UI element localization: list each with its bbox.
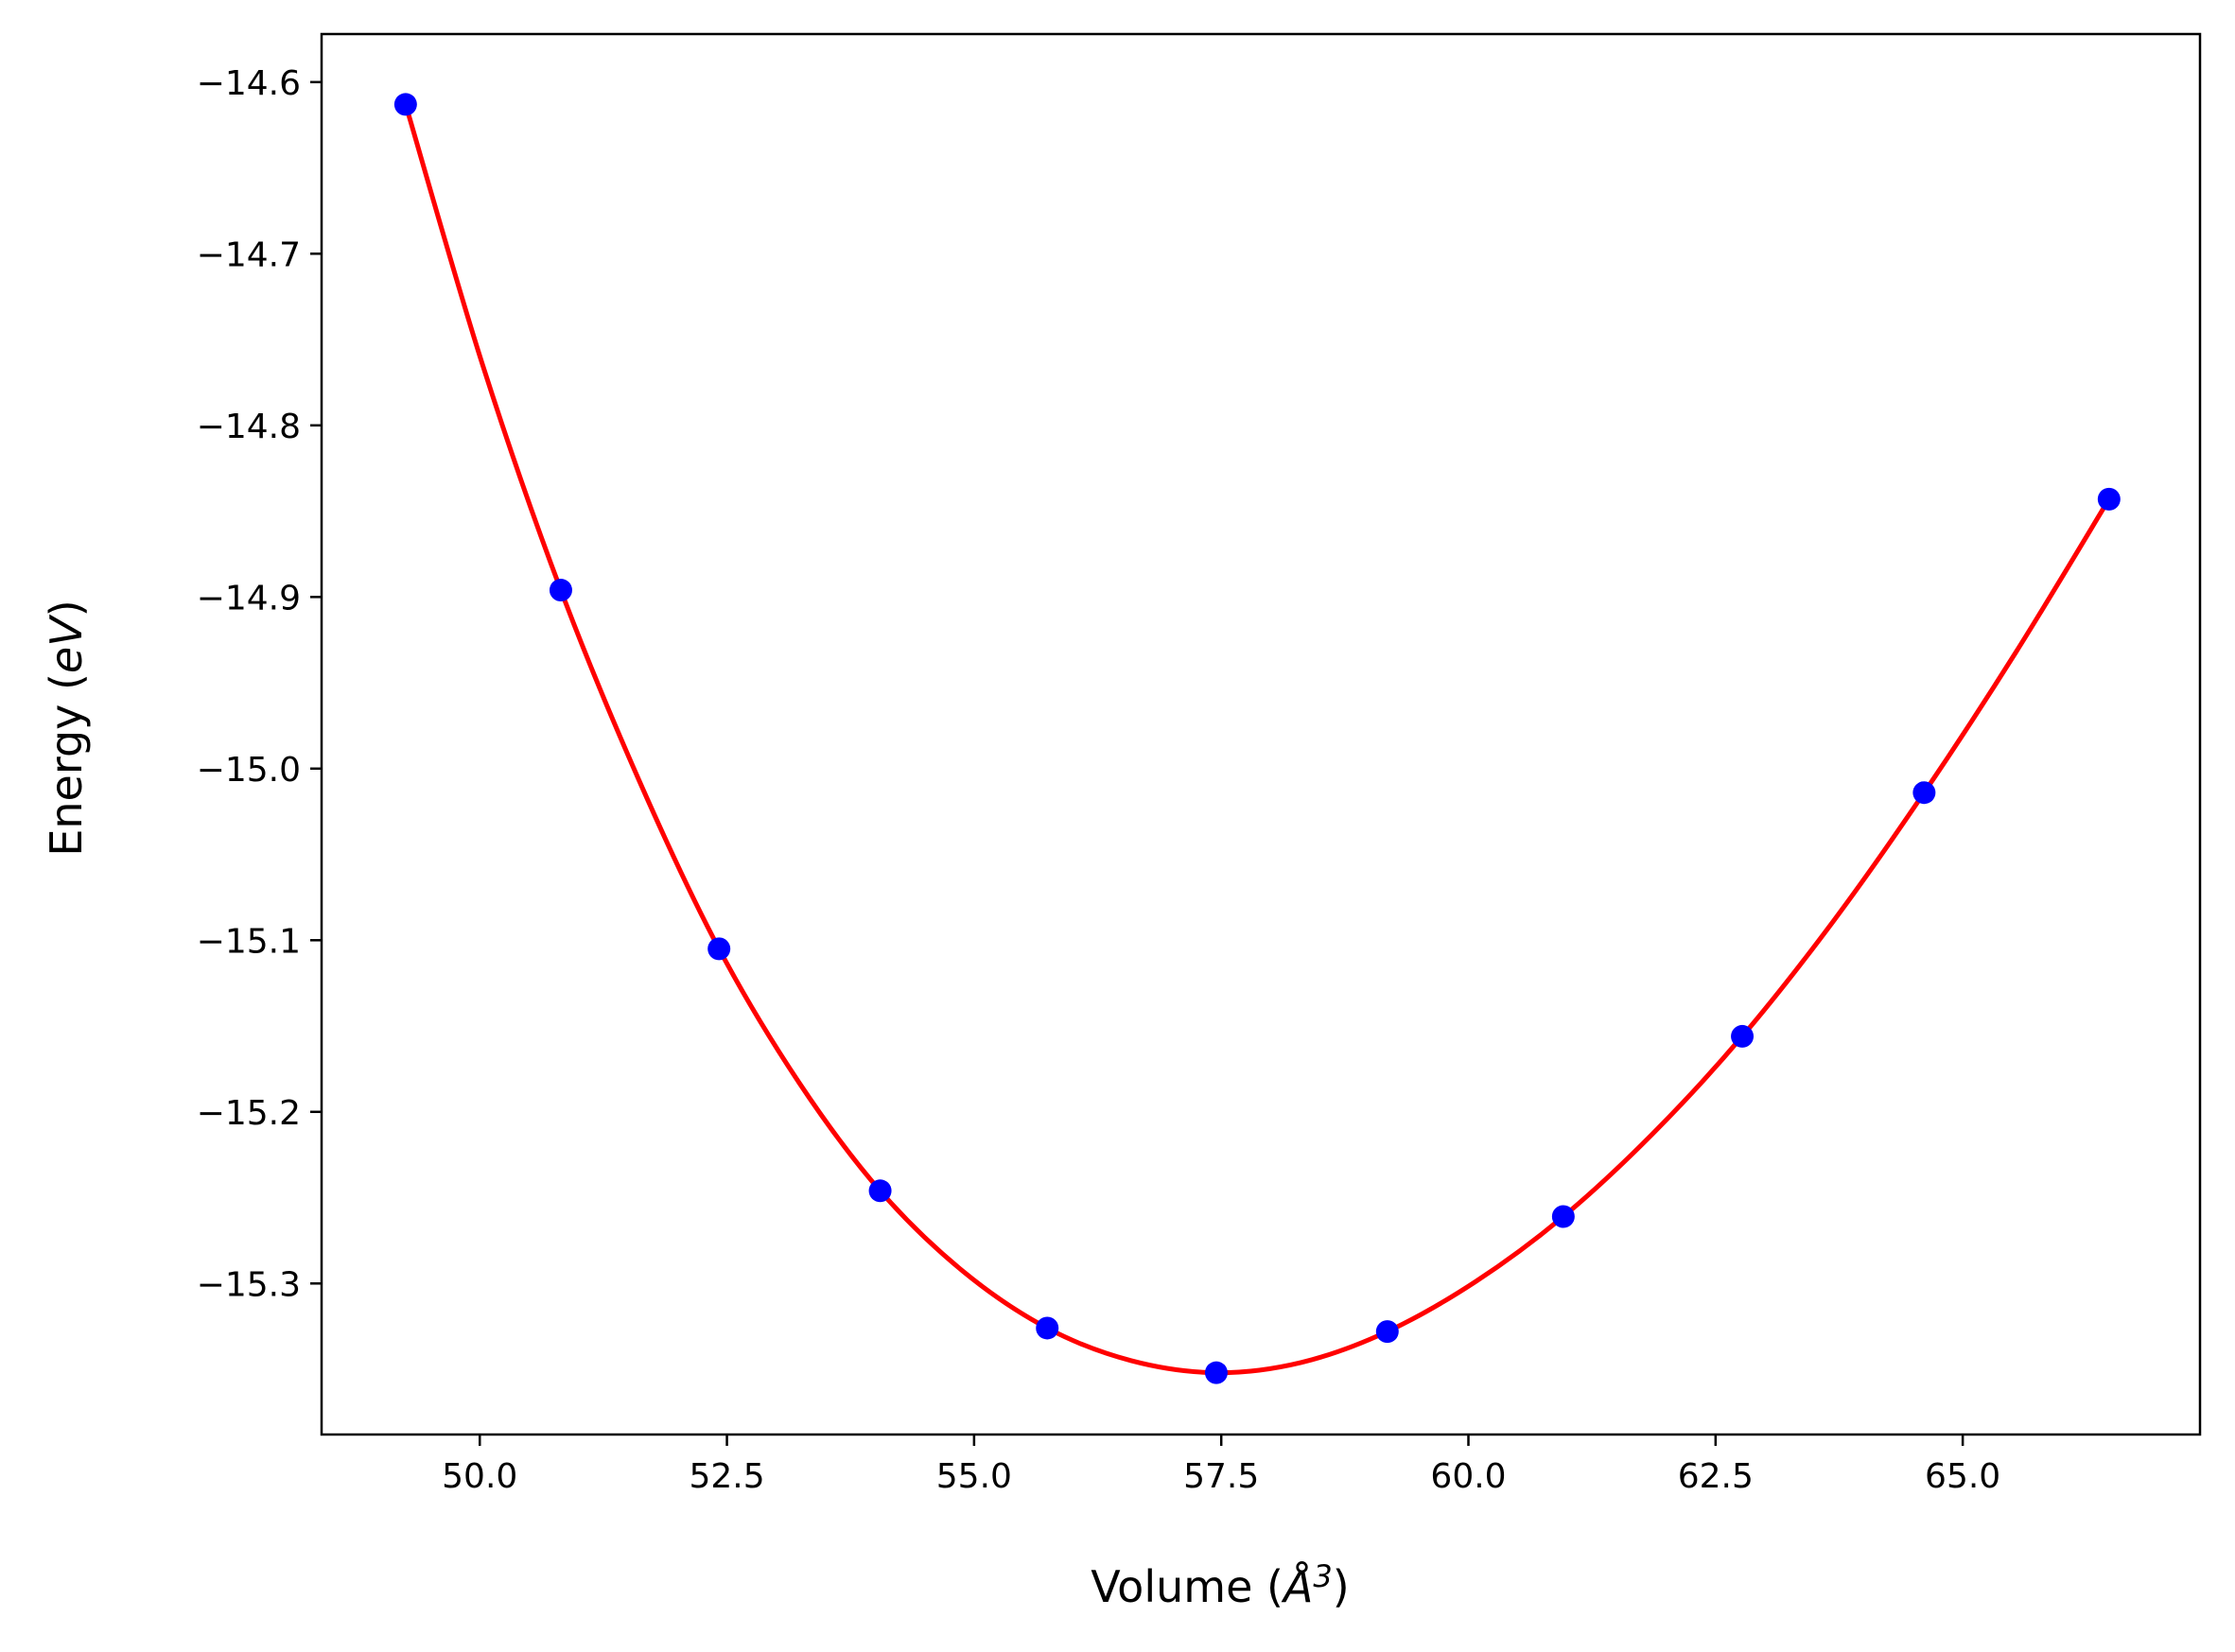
- y-axis-label-suffix: ): [41, 600, 92, 617]
- y-tick-label: −15.3: [197, 1265, 301, 1304]
- x-tick-label: 52.5: [689, 1457, 764, 1496]
- data-point: [1731, 1024, 1755, 1048]
- x-tick-label: 62.5: [1678, 1457, 1754, 1496]
- data-point: [707, 937, 731, 961]
- data-point: [1551, 1205, 1575, 1228]
- y-axis-label: Energy (eV): [41, 600, 92, 856]
- y-tick-label: −14.8: [197, 408, 301, 446]
- y-tick-label: −15.2: [197, 1094, 301, 1133]
- x-axis-label-suffix: ): [1333, 1561, 1350, 1612]
- x-axis-ticks: 50.0 52.5 55.0 57.5 60.0 62.5 65.0: [442, 1435, 2000, 1496]
- x-axis-label: Volume (Å3): [1091, 1558, 1349, 1612]
- data-point: [1912, 781, 1936, 805]
- y-tick-label: −15.0: [197, 751, 301, 790]
- data-points-layer: [393, 93, 2121, 1384]
- data-point: [2097, 487, 2121, 511]
- data-point: [393, 93, 417, 116]
- x-axis-label-symbol: Å: [1281, 1561, 1313, 1612]
- data-point: [1036, 1316, 1059, 1340]
- y-tick-label: −14.9: [197, 579, 301, 617]
- x-axis-label-exponent: 3: [1313, 1558, 1332, 1594]
- y-axis-ticks: −14.6 −14.7 −14.8 −14.9 −15.0 −15.1 −15.2 −15.3: [197, 64, 322, 1304]
- y-tick-label: −15.1: [197, 922, 301, 961]
- y-tick-label: −14.6: [197, 64, 301, 103]
- y-axis-label-symbol: eV: [41, 614, 92, 673]
- y-tick-label: −14.7: [197, 235, 301, 274]
- plot-frame: [320, 32, 2202, 1436]
- x-tick-label: 65.0: [1925, 1457, 2000, 1496]
- fit-curve-line: [403, 103, 2111, 1376]
- x-tick-label: 60.0: [1430, 1457, 1506, 1496]
- x-tick-label: 55.0: [936, 1457, 1012, 1496]
- data-point: [1375, 1320, 1399, 1344]
- fit-curve-layer: [403, 103, 2111, 1376]
- y-axis-label-prefix: Energy (: [41, 673, 92, 857]
- data-point: [549, 579, 572, 602]
- data-point: [1204, 1361, 1228, 1384]
- x-tick-label: 50.0: [442, 1457, 517, 1496]
- data-point: [868, 1179, 892, 1203]
- x-axis-label-prefix: Volume (: [1091, 1561, 1283, 1612]
- x-tick-label: 57.5: [1183, 1457, 1259, 1496]
